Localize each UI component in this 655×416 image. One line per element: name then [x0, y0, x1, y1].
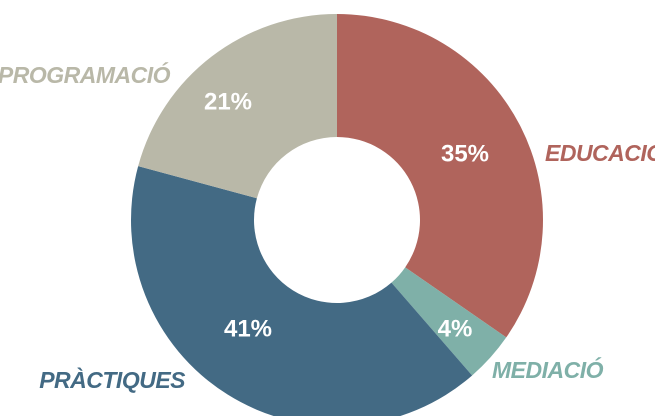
- category-label: EDUCACIÓ: [545, 139, 655, 166]
- value-label: 21%: [204, 88, 252, 115]
- category-label: PRÀCTIQUES: [39, 366, 186, 393]
- donut-slice: [337, 14, 543, 338]
- donut-slice: [131, 166, 473, 416]
- donut-slice: [391, 267, 507, 376]
- value-label: 41%: [224, 315, 272, 342]
- value-label: 35%: [441, 140, 489, 167]
- category-label: MEDIACIÓ: [492, 356, 604, 383]
- donut-slice: [138, 14, 337, 199]
- value-label: 4%: [438, 315, 473, 342]
- category-label: PROGRAMACIÓ: [0, 61, 171, 88]
